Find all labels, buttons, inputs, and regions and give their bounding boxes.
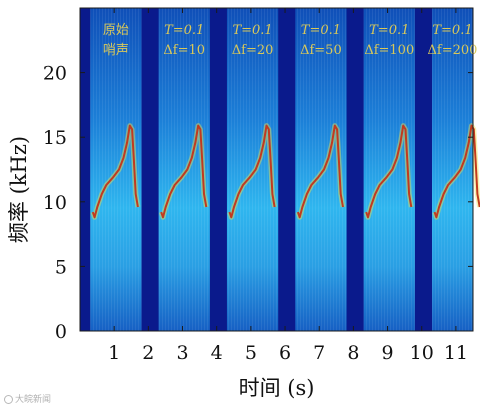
watermark-text: 大皖新闻 bbox=[15, 394, 52, 404]
segment-texture bbox=[295, 8, 347, 331]
x-tick-label: 7 bbox=[313, 342, 325, 364]
segment-label-line2: Δf=20 bbox=[232, 43, 274, 58]
whistle-contour bbox=[228, 124, 276, 219]
y-tick-label: 0 bbox=[55, 321, 67, 343]
segment-label-line1: T=0.1 bbox=[301, 23, 341, 38]
watermark-icon bbox=[4, 395, 13, 404]
x-tick-label: 3 bbox=[176, 342, 188, 364]
segment-label-line1: 原始 bbox=[103, 23, 129, 38]
segment-label-line1: T=0.1 bbox=[232, 23, 272, 38]
whistle-contour bbox=[160, 124, 208, 219]
segment-texture bbox=[158, 8, 210, 331]
x-tick-label: 5 bbox=[245, 342, 257, 364]
segment-label-line1: T=0.1 bbox=[432, 23, 472, 38]
segment-label-line2: 哨声 bbox=[103, 43, 129, 58]
y-tick-label: 5 bbox=[55, 256, 67, 278]
y-tick-label: 15 bbox=[43, 127, 67, 149]
watermark: 大皖新闻 bbox=[4, 392, 51, 405]
whistle-contour bbox=[365, 124, 413, 219]
segment-texture bbox=[226, 8, 279, 331]
x-tick-label: 11 bbox=[444, 342, 468, 364]
segment-label-line2: Δf=50 bbox=[300, 43, 342, 58]
y-axis-title: 频率 (kHz) bbox=[7, 136, 31, 243]
x-tick-label: 8 bbox=[347, 342, 359, 364]
segment-label-line2: Δf=100 bbox=[364, 43, 414, 58]
segment-label-line1: T=0.1 bbox=[164, 23, 204, 38]
segment-label-line2: Δf=10 bbox=[163, 43, 205, 58]
x-tick-label: 10 bbox=[410, 342, 434, 364]
x-tick-label: 1 bbox=[108, 342, 120, 364]
x-tick-label: 4 bbox=[211, 342, 223, 364]
plot-frame bbox=[79, 7, 474, 332]
whistle-contour bbox=[296, 124, 344, 219]
y-tick-label: 10 bbox=[43, 192, 67, 214]
segments-layer bbox=[90, 8, 480, 331]
segment-label-line1: T=0.1 bbox=[369, 23, 409, 38]
x-tick-label: 6 bbox=[279, 342, 291, 364]
y-tick-label: 20 bbox=[43, 63, 67, 85]
segment-label-line2: Δf=200 bbox=[428, 43, 478, 58]
whistle-contour bbox=[91, 124, 139, 219]
segment-texture bbox=[363, 8, 415, 331]
x-tick-label: 2 bbox=[142, 342, 154, 364]
x-axis-title: 时间 (s) bbox=[239, 376, 315, 400]
segment-texture bbox=[90, 8, 142, 331]
segment-texture bbox=[431, 8, 473, 331]
whistle-contour bbox=[433, 124, 480, 219]
x-tick-label: 9 bbox=[382, 342, 394, 364]
